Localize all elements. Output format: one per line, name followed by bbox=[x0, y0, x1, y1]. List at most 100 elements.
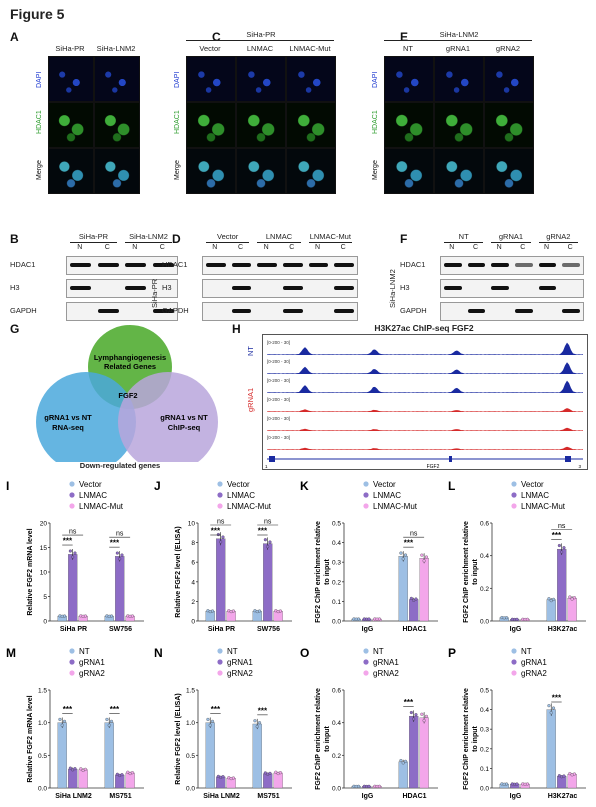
mic-col-label-c-2: LNMAC-Mut bbox=[289, 44, 331, 53]
micrograph-hdac1-e-1 bbox=[434, 102, 484, 148]
micrograph-dapi-e-0 bbox=[384, 56, 434, 102]
legend-marker-k-0 bbox=[363, 481, 369, 487]
chart-p: P NT gRNA1 gRNA2 0.0 0.1 0.2 0.3 0.4 0.5 FGF2 ChIP… bbox=[448, 646, 586, 800]
wb-group-line-f-0 bbox=[444, 242, 484, 243]
pt-j-1-0-2 bbox=[257, 609, 262, 613]
bar-l-1-2 bbox=[567, 597, 577, 622]
legend-label-o-2: gRNA2 bbox=[373, 669, 399, 678]
ytick-label-j-0: 0 bbox=[191, 619, 195, 626]
ytick-label-i-4: 20 bbox=[40, 521, 48, 528]
legend-marker-n-2 bbox=[217, 670, 223, 676]
xtick-label-i-0: SiHa PR bbox=[60, 626, 87, 633]
micrograph-hdac1-c-0 bbox=[186, 102, 236, 148]
ylabel2-o: to input bbox=[324, 726, 331, 752]
mic-row-label-e-1: HDAC1 bbox=[372, 110, 379, 134]
wb-band-f-hdac1-2 bbox=[491, 263, 510, 267]
pt-k-1-0-2 bbox=[403, 553, 408, 557]
ylabel2-k: to input bbox=[324, 559, 331, 585]
venn-label-chipseq-2: ChIP-seq bbox=[168, 423, 201, 432]
track-signal-5 bbox=[267, 446, 583, 450]
mic-col-label-c-0: Vector bbox=[199, 44, 221, 53]
pt-l-1-0-0 bbox=[547, 597, 551, 601]
legend-label-m-2: gRNA2 bbox=[79, 669, 105, 678]
sig-text-l-0-a: *** bbox=[552, 531, 562, 540]
ytick-label-n-2: 1.0 bbox=[186, 720, 195, 727]
bar-m-1-0 bbox=[104, 722, 114, 789]
mic-header-line-e bbox=[384, 40, 532, 41]
wb-group-d-1: LNMAC bbox=[265, 232, 293, 241]
mic-header-line-c bbox=[186, 40, 334, 41]
pt-j-0-1-1 bbox=[219, 540, 223, 544]
pt-k-1-2-0 bbox=[420, 553, 424, 557]
pt-m-0-2-0 bbox=[79, 767, 83, 771]
wb-band-f-gapdh-1 bbox=[467, 309, 486, 313]
panel-label-o: O bbox=[300, 646, 309, 660]
micrograph-hdac1-a-0 bbox=[48, 102, 94, 148]
micrograph-merge-c-1 bbox=[236, 148, 286, 194]
ytick-label-l-2: 0.4 bbox=[480, 553, 489, 560]
pt-i-1-1-0 bbox=[115, 551, 119, 555]
wb-band-f-hdac1-5 bbox=[562, 263, 581, 267]
wb-lane-b-0: N bbox=[77, 244, 83, 251]
mic-row-label-a-1: HDAC1 bbox=[36, 110, 43, 134]
pt-k-1-1-1 bbox=[412, 598, 416, 602]
panel-label-h: H bbox=[232, 322, 241, 336]
micrograph-dapi-e-2 bbox=[484, 56, 534, 102]
pt-l-1-2-2 bbox=[572, 596, 576, 600]
wb-group-line-b-1 bbox=[125, 242, 172, 243]
ytick-label-p-1: 0.1 bbox=[480, 766, 489, 773]
pt-l-1-0-1 bbox=[549, 599, 553, 603]
wb-lane-d-3: C bbox=[289, 244, 295, 251]
ytick-label-l-3: 0.6 bbox=[480, 521, 489, 528]
micrograph-dapi-a-1 bbox=[94, 56, 140, 102]
wb-band-d-h3-5 bbox=[334, 286, 354, 290]
pt-p-0-0-2 bbox=[504, 782, 509, 786]
wb-label-f-h3: H3 bbox=[400, 283, 410, 292]
legend-marker-m-0 bbox=[69, 648, 75, 654]
ytick-label-p-4: 0.4 bbox=[480, 707, 489, 714]
ylabel-m: Relative FGF2 mRNA level bbox=[27, 695, 34, 782]
mic-header-e: SiHa-LNM2 bbox=[439, 30, 479, 39]
micrograph-hdac1-e-2 bbox=[484, 102, 534, 148]
wb-lane-f-1: C bbox=[472, 244, 479, 251]
pt-m-1-1-2 bbox=[120, 773, 124, 777]
pt-i-0-0-2 bbox=[62, 614, 67, 618]
venn-caption: Down-regulated genes bbox=[79, 461, 161, 470]
pt-m-1-2-0 bbox=[126, 770, 130, 774]
pt-i-0-1-1 bbox=[71, 555, 75, 559]
micrograph-merge-a-0 bbox=[48, 148, 94, 194]
bar-n-1-1 bbox=[263, 773, 273, 789]
pt-n-1-1-2 bbox=[268, 771, 272, 775]
wb-label-b-hdac1: HDAC1 bbox=[10, 260, 36, 269]
pt-o-1-0-0 bbox=[399, 759, 403, 763]
xtick-label-o-0: IgG bbox=[362, 793, 374, 800]
pt-m-0-1-2 bbox=[73, 767, 77, 771]
genome-tracks-svg: [0-200 - 30] [0-200 - 30] [0-200 - 30] [0-2… bbox=[265, 340, 583, 470]
micrograph-hdac1-c-2 bbox=[286, 102, 336, 148]
mic-header-c: SiHa-PR bbox=[246, 30, 276, 39]
pt-j-0-0-2 bbox=[210, 609, 215, 613]
pt-i-0-1-0 bbox=[68, 549, 72, 553]
xtick-label-n-0: SiHa LNM2 bbox=[203, 793, 240, 800]
wb-band-b-h3-2 bbox=[125, 286, 147, 290]
pt-j-1-1-1 bbox=[266, 545, 270, 549]
ylabel-l: FGF2 ChIP enrichment relative bbox=[463, 521, 470, 623]
venn-label-rnaseq-2: RNA-seq bbox=[52, 423, 84, 432]
track-range-4: [0-200 - 30] bbox=[267, 416, 290, 421]
ytick-label-o-0: 0.0 bbox=[332, 786, 341, 793]
wb-band-b-hdac1-3 bbox=[152, 263, 174, 267]
chart-o: O NT gRNA1 gRNA2 0.0 0.2 0.4 0.6 FGF2 ChIP enric… bbox=[300, 646, 438, 800]
pt-n-1-1-0 bbox=[263, 771, 267, 775]
legend-label-n-1: gRNA1 bbox=[227, 658, 253, 667]
bar-k-1-0 bbox=[398, 556, 408, 622]
panel-label-c: C bbox=[212, 30, 221, 44]
wb-band-d-hdac1-4 bbox=[308, 263, 329, 267]
ytick-label-j-1: 2 bbox=[191, 599, 195, 606]
sig-text-l-0-b: ns bbox=[558, 523, 566, 530]
micrograph-dapi-c-0 bbox=[186, 56, 236, 102]
sig-text-k-0-b: ns bbox=[410, 531, 418, 538]
sig-text-j-0-b: ns bbox=[217, 519, 225, 526]
mic-row-label-e-2: Merge bbox=[372, 160, 379, 180]
pt-j-1-2-2 bbox=[278, 609, 282, 613]
gene-exon-1 bbox=[269, 456, 275, 462]
